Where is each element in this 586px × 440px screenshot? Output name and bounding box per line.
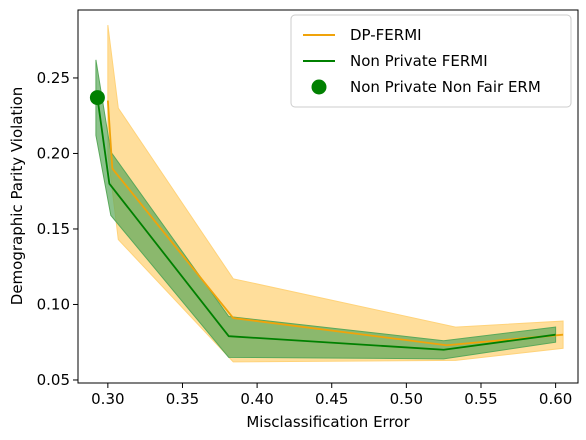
x-tick-label: 0.55 — [464, 390, 497, 408]
x-tick-label: 0.45 — [315, 390, 348, 408]
y-tick-label: 0.10 — [37, 295, 70, 313]
x-tick-label: 0.40 — [240, 390, 273, 408]
legend-label-non-private-fermi: Non Private FERMI — [350, 52, 488, 70]
series-lines — [96, 97, 564, 351]
x-tick-label: 0.35 — [166, 390, 199, 408]
legend-swatch-non-private-non-fair-erm — [311, 79, 327, 95]
x-tick-label: 0.50 — [390, 390, 423, 408]
y-axis-ticks: 0.05 0.10 0.15 0.20 0.25 — [37, 69, 78, 389]
x-tick-label: 0.60 — [539, 390, 572, 408]
line-non-private-fermi — [96, 97, 556, 351]
confidence-bands — [95, 25, 564, 363]
legend-label-non-private-non-fair-erm: Non Private Non Fair ERM — [350, 78, 541, 96]
y-tick-label: 0.15 — [37, 220, 70, 238]
legend: DP-FERMI Non Private FERMI Non Private N… — [290, 14, 572, 108]
y-tick-label: 0.25 — [37, 69, 70, 87]
x-axis-label: Misclassification Error — [246, 413, 410, 431]
point-non-private-non-fair-erm — [89, 90, 105, 106]
line-dp-fermi — [106, 100, 564, 347]
band-non-private-fermi — [95, 59, 557, 360]
x-axis-ticks: 0.30 0.35 0.40 0.45 0.50 0.55 0.60 — [91, 383, 572, 408]
series-points — [89, 90, 105, 106]
x-tick-label: 0.30 — [91, 390, 124, 408]
y-tick-label: 0.20 — [37, 144, 70, 162]
legend-label-dp-fermi: DP-FERMI — [350, 26, 422, 44]
plot-frame — [77, 9, 579, 384]
legend-box — [290, 14, 572, 108]
y-tick-label: 0.05 — [37, 371, 70, 389]
y-axis-label: Demographic Parity Violation — [8, 87, 26, 305]
